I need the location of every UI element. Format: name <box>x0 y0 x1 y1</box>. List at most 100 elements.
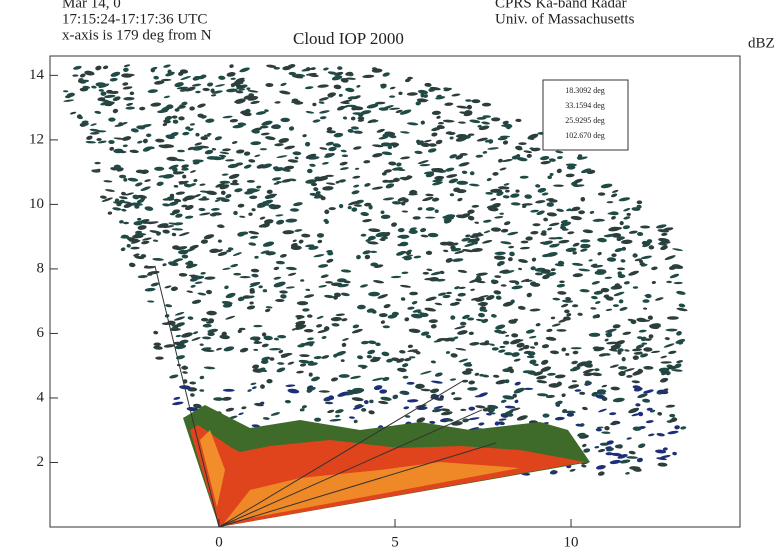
echo-speckle <box>622 331 632 335</box>
echo-speckle <box>230 77 236 80</box>
echo-speckle <box>82 85 91 89</box>
echo-speckle <box>658 237 670 243</box>
echo-speckle <box>279 290 288 294</box>
echo-speckle <box>348 416 356 419</box>
echo-speckle <box>171 115 178 119</box>
echo-speckle <box>461 170 468 175</box>
echo-speckle <box>236 149 245 154</box>
echo-speckle <box>190 284 196 288</box>
echo-speckle <box>649 323 661 328</box>
echo-speckle <box>458 286 466 290</box>
echo-speckle <box>461 237 471 242</box>
echo-speckle <box>181 101 188 106</box>
echo-speckle <box>437 337 449 341</box>
echo-speckle <box>471 204 480 208</box>
echo-speckle <box>180 76 191 80</box>
echo-speckle <box>660 361 672 364</box>
echo-speckle <box>114 198 120 203</box>
echo-speckle <box>171 232 177 237</box>
echo-speckle <box>570 215 582 221</box>
echo-speckle <box>439 270 445 275</box>
echo-speckle <box>530 230 539 235</box>
echo-speckle <box>407 349 419 352</box>
echo-speckle <box>425 216 436 219</box>
echo-speckle <box>617 271 622 276</box>
echo-speckle <box>668 265 677 270</box>
echo-speckle <box>377 294 388 299</box>
echo-speckle <box>261 356 271 361</box>
echo-speckle <box>202 336 212 340</box>
echo-speckle <box>231 141 238 144</box>
echo-speckle <box>445 241 455 246</box>
echo-speckle <box>100 100 112 106</box>
echo-speckle <box>351 190 360 195</box>
echo-speckle <box>595 428 602 432</box>
echo-speckle <box>129 149 139 154</box>
echo-speckle <box>408 193 418 196</box>
echo-speckle <box>490 188 503 193</box>
echo-speckle <box>589 210 595 214</box>
echo-speckle <box>406 381 415 385</box>
echo-speckle <box>333 84 342 90</box>
echo-speckle <box>265 136 276 141</box>
echo-speckle <box>276 367 286 373</box>
echo-speckle <box>198 207 206 212</box>
echo-speckle <box>600 287 610 293</box>
echo-speckle <box>510 202 521 206</box>
echo-speckle <box>448 178 459 184</box>
echo-speckle <box>475 272 488 276</box>
echo-speckle <box>433 405 444 409</box>
echo-speckle <box>224 285 229 290</box>
y-tick-label: 8 <box>37 260 45 276</box>
echo-speckle <box>657 411 663 416</box>
echo-speckle <box>178 249 189 255</box>
echo-speckle <box>247 89 259 93</box>
echo-speckle <box>372 377 384 381</box>
echo-speckle <box>513 358 521 362</box>
echo-speckle <box>351 397 364 402</box>
echo-speckle <box>486 177 492 182</box>
echo-speckle <box>135 230 143 234</box>
echo-speckle <box>471 248 483 252</box>
header-time: 17:15:24-17:17:36 UTC <box>62 11 207 27</box>
echo-speckle <box>597 192 606 196</box>
echo-speckle <box>95 130 107 133</box>
echo-speckle <box>423 139 432 143</box>
echo-speckle <box>498 418 507 421</box>
echo-speckle <box>526 153 532 158</box>
echo-speckle <box>410 313 423 319</box>
echo-speckle <box>173 198 182 203</box>
echo-speckle <box>352 387 365 393</box>
echo-speckle <box>514 381 521 386</box>
echo-speckle <box>222 115 233 119</box>
echo-speckle <box>469 234 480 238</box>
echo-speckle <box>281 168 291 172</box>
echo-speckle <box>644 338 652 341</box>
echo-speckle <box>328 207 336 211</box>
header-date: Mar 14, 0 <box>62 0 121 11</box>
echo-speckle <box>299 363 307 367</box>
echo-speckle <box>568 384 580 389</box>
echo-speckle <box>205 190 217 196</box>
echo-speckle <box>395 109 403 114</box>
echo-speckle <box>408 356 416 359</box>
echo-speckle <box>399 109 412 115</box>
echo-speckle <box>369 399 374 404</box>
echo-speckle <box>584 380 591 385</box>
echo-speckle <box>498 158 503 163</box>
echo-speckle <box>266 252 272 256</box>
echo-speckle <box>302 134 307 138</box>
echo-speckle <box>582 229 594 234</box>
echo-speckle <box>330 316 342 322</box>
echo-speckle <box>490 202 501 209</box>
echo-speckle <box>431 197 440 202</box>
echo-speckle <box>226 249 232 253</box>
echo-speckle <box>216 224 225 228</box>
echo-speckle <box>341 154 349 158</box>
echo-speckle <box>251 273 259 278</box>
echo-speckle <box>274 281 286 287</box>
echo-speckle <box>204 149 214 155</box>
echo-speckle <box>269 357 275 361</box>
echo-speckle <box>260 384 265 389</box>
echo-speckle <box>572 251 577 255</box>
